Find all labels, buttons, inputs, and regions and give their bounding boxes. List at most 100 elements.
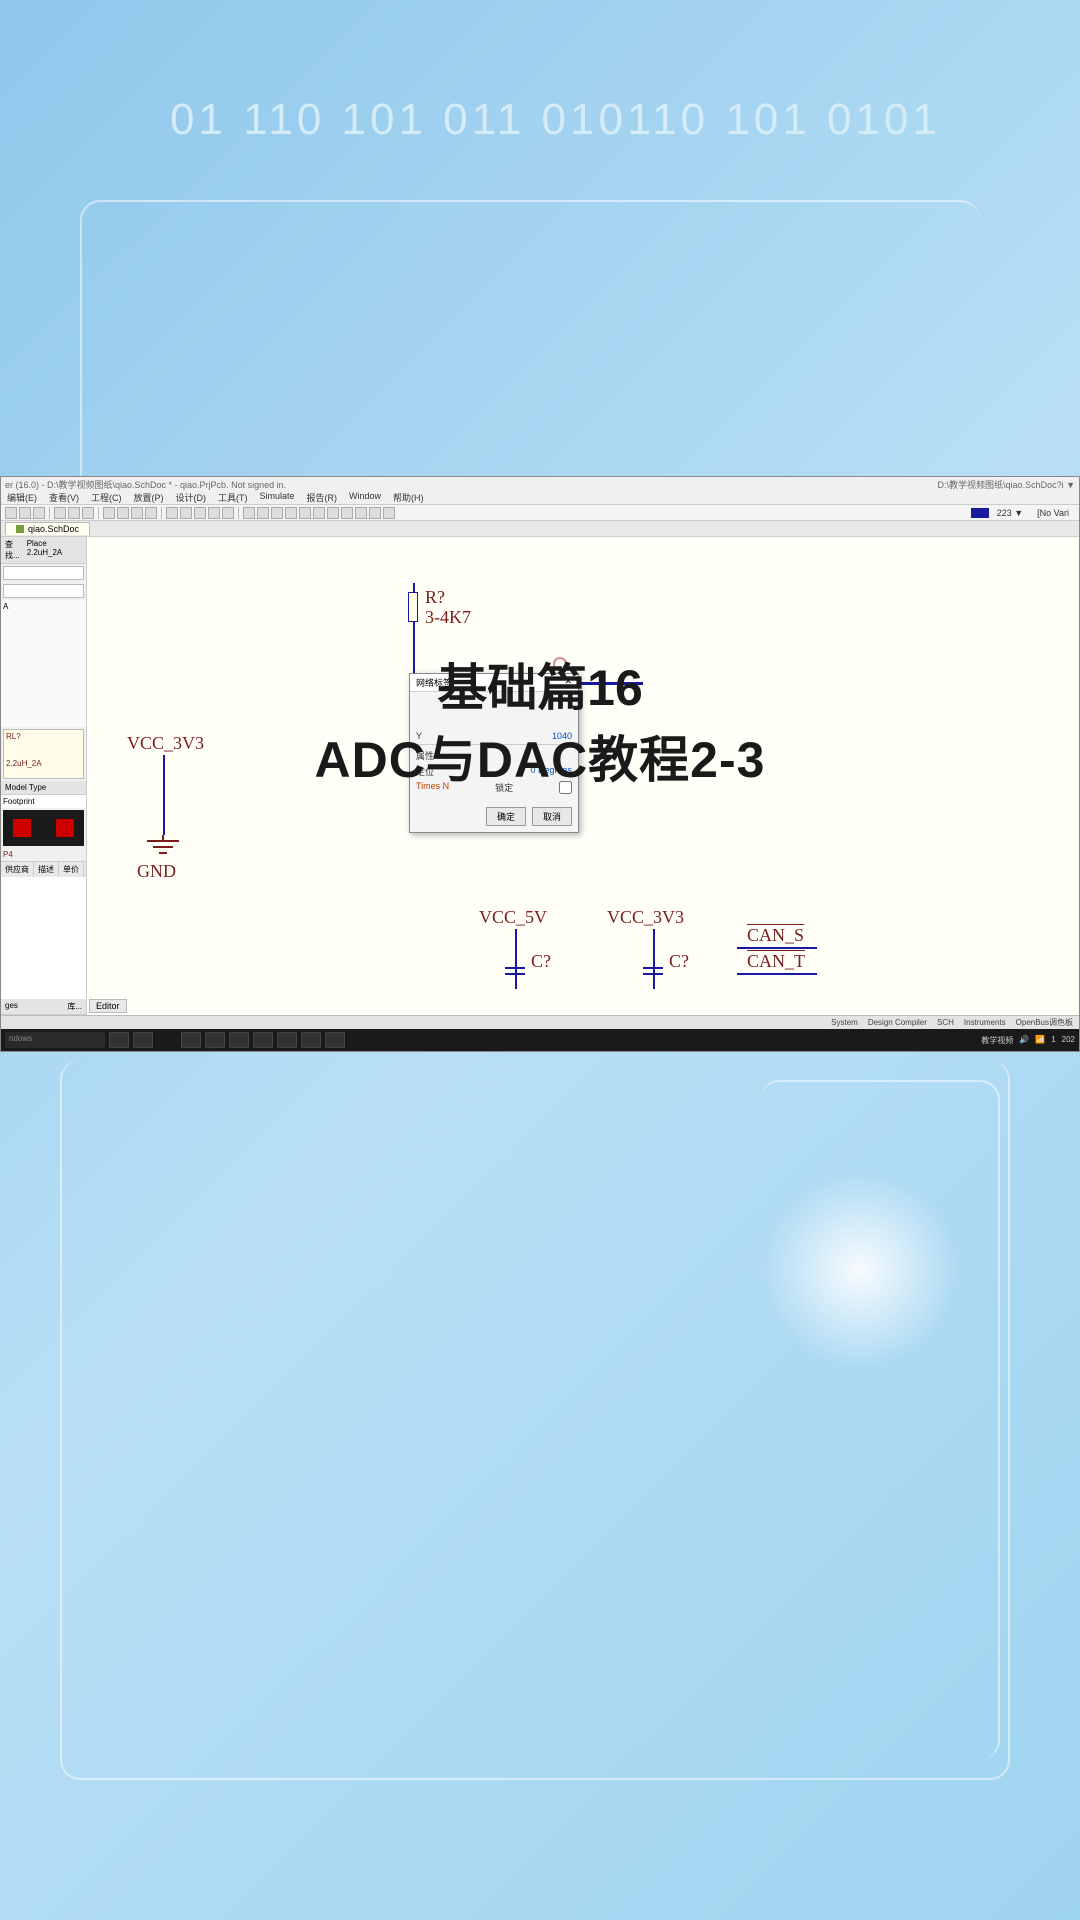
toolbar-icon[interactable] (369, 507, 381, 519)
toolbar-icon[interactable] (194, 507, 206, 519)
footprint-label[interactable]: Footprint (1, 795, 86, 808)
toolbar-icon[interactable] (117, 507, 129, 519)
editor-tab[interactable]: Editor (89, 999, 127, 1013)
panel-header: 查找... Place 2.2uH_2A (1, 537, 86, 564)
toolbar-icon[interactable] (222, 507, 234, 519)
toolbar-icon[interactable] (271, 507, 283, 519)
search-box[interactable]: ndows (5, 1032, 105, 1048)
capacitor-line[interactable] (505, 967, 525, 969)
taskbar-app-icon[interactable] (181, 1032, 201, 1048)
toolbar-icon[interactable] (145, 507, 157, 519)
status-sch[interactable]: SCH (937, 1018, 954, 1027)
comp-value[interactable]: 3-4K7 (425, 607, 471, 628)
capacitor-line[interactable] (643, 973, 663, 975)
date[interactable]: 202 (1062, 1035, 1075, 1046)
wire[interactable] (737, 973, 817, 975)
supplier-list[interactable] (1, 877, 86, 1000)
system-tray: 教学视频 🔊📶 1 202 (981, 1035, 1075, 1046)
taskbar-app-icon[interactable] (277, 1032, 297, 1048)
toolbar-icon[interactable] (68, 507, 80, 519)
menu-view[interactable]: 查看(V) (49, 491, 79, 504)
toolbar-icon[interactable] (54, 507, 66, 519)
separator (98, 507, 99, 519)
wire[interactable] (653, 929, 655, 989)
net-label[interactable]: CAN_T (747, 951, 805, 972)
status-openbus[interactable]: OpenBus调色板 (1016, 1017, 1073, 1028)
color-swatch[interactable] (971, 508, 989, 518)
designator[interactable]: R? (425, 587, 445, 608)
taskbar-app-icon[interactable] (301, 1032, 321, 1048)
search-label[interactable]: 查找... (5, 539, 27, 561)
toolbar-icon[interactable] (5, 507, 17, 519)
net-label[interactable]: VCC_5V (479, 907, 547, 928)
menu-tools[interactable]: 工具(T) (218, 491, 248, 504)
menu-report[interactable]: 报告(R) (307, 491, 338, 504)
toolbar-icon[interactable] (341, 507, 353, 519)
p4-label: P4 (1, 848, 86, 861)
taskbar-app-icon[interactable] (325, 1032, 345, 1048)
net-label[interactable]: CAN_S (747, 925, 804, 946)
taskbar-app-icon[interactable] (133, 1032, 153, 1048)
toolbar-icon[interactable] (180, 507, 192, 519)
toolbar-icon[interactable] (103, 507, 115, 519)
filter-dropdown[interactable] (3, 584, 84, 598)
toolbar-icon[interactable] (208, 507, 220, 519)
toolbar-icon[interactable] (383, 507, 395, 519)
cancel-button[interactable]: 取消 (532, 807, 572, 826)
toolbar-icon[interactable] (313, 507, 325, 519)
library-dropdown[interactable] (3, 566, 84, 580)
status-system[interactable]: System (831, 1018, 858, 1027)
toolbar-icon[interactable] (33, 507, 45, 519)
menu-window[interactable]: Window (349, 491, 381, 504)
toolbar-icon[interactable] (243, 507, 255, 519)
toolbar: 223 ▼ [No Vari (1, 505, 1079, 521)
designator[interactable]: C? (531, 951, 551, 972)
clock[interactable]: 1 (1051, 1035, 1055, 1046)
project-path[interactable]: D:\教学视频图纸\qiao.SchDoc?i ▼ (938, 478, 1075, 490)
gnd-label[interactable]: GND (137, 861, 176, 882)
document-tab[interactable]: qiao.SchDoc (5, 522, 90, 535)
capacitor-line[interactable] (643, 967, 663, 969)
menu-place[interactable]: 放置(P) (134, 491, 164, 504)
net-label[interactable]: VCC_3V3 (607, 907, 684, 928)
place-label[interactable]: Place 2.2uH_2A (27, 539, 82, 561)
gnd-symbol[interactable] (143, 835, 183, 859)
toolbar-icon[interactable] (166, 507, 178, 519)
menu-project[interactable]: 工程(C) (91, 491, 122, 504)
menu-design[interactable]: 设计(D) (176, 491, 207, 504)
col-supplier[interactable]: 供应商 (1, 862, 34, 877)
status-compiler[interactable]: Design Compiler (868, 1018, 927, 1027)
tab-messages[interactable]: ges (5, 1001, 18, 1012)
title-bar: er (16.0) - D:\教学视频图纸\qiao.SchDoc * - qi… (1, 477, 1079, 491)
toolbar-icon[interactable] (299, 507, 311, 519)
resistor[interactable] (408, 592, 418, 622)
status-instruments[interactable]: Instruments (964, 1018, 1006, 1027)
schematic-icon (16, 525, 24, 533)
toolbar-icon[interactable] (355, 507, 367, 519)
toolbar-icon[interactable] (285, 507, 297, 519)
zoom-level[interactable]: 223 ▼ (991, 508, 1029, 518)
menu-help[interactable]: 帮助(H) (393, 491, 424, 504)
col-desc[interactable]: 描述 (34, 862, 59, 877)
toolbar-icon[interactable] (131, 507, 143, 519)
designator[interactable]: C? (669, 951, 689, 972)
separator (161, 507, 162, 519)
taskbar-app-icon[interactable] (253, 1032, 273, 1048)
toolbar-icon[interactable] (82, 507, 94, 519)
taskbar-app-icon[interactable] (229, 1032, 249, 1048)
tray-label[interactable]: 教学视频 (981, 1035, 1013, 1046)
col-price[interactable]: 单价 (59, 862, 84, 877)
wire[interactable] (515, 929, 517, 989)
toolbar-icon[interactable] (19, 507, 31, 519)
separator (49, 507, 50, 519)
toolbar-icon[interactable] (257, 507, 269, 519)
taskbar-app-icon[interactable] (205, 1032, 225, 1048)
toolbar-icon[interactable] (327, 507, 339, 519)
menu-simulate[interactable]: Simulate (260, 491, 295, 504)
task-view-icon[interactable] (109, 1032, 129, 1048)
menu-edit[interactable]: 编辑(E) (7, 491, 37, 504)
tab-library[interactable]: 库... (67, 1001, 82, 1012)
capacitor-line[interactable] (505, 973, 525, 975)
ok-button[interactable]: 确定 (486, 807, 526, 826)
wire[interactable] (737, 947, 817, 949)
